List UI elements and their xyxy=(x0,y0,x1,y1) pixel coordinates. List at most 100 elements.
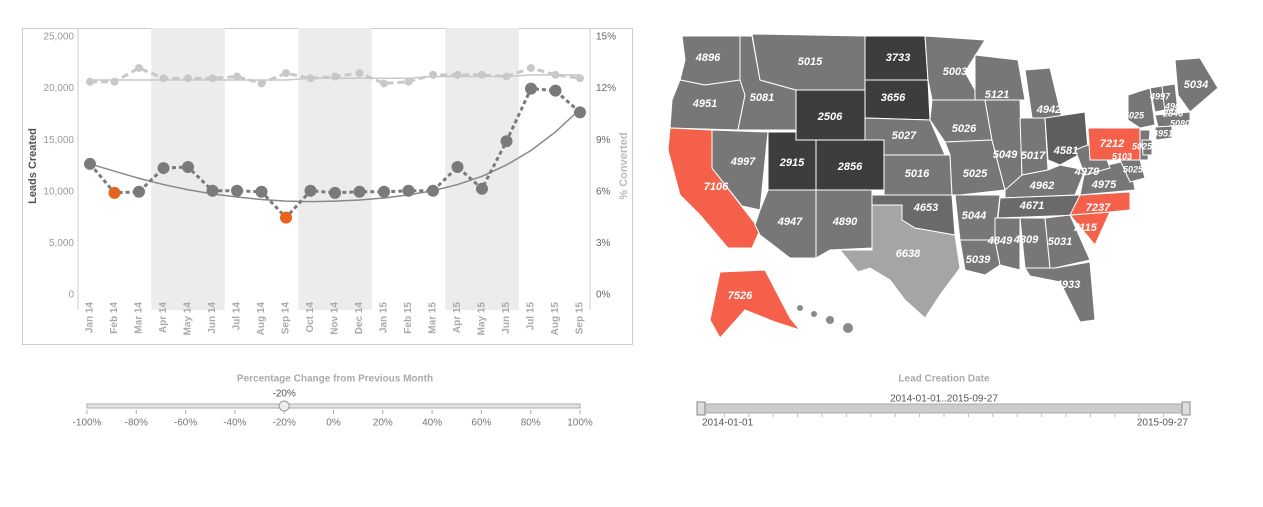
data-point xyxy=(233,72,241,81)
data-point xyxy=(404,77,413,86)
state-value: 4951 xyxy=(1152,128,1173,138)
state-value: 2846 xyxy=(1162,108,1184,118)
state-value: 2506 xyxy=(817,111,843,123)
hawaii xyxy=(797,305,853,333)
data-point xyxy=(500,135,513,148)
y-tick-label: 15,000 xyxy=(43,135,74,146)
state-value: 4997 xyxy=(730,156,756,168)
state[interactable] xyxy=(1019,117,1049,176)
y2-tick-label: 0% xyxy=(596,290,611,301)
data-point xyxy=(280,211,292,224)
data-point xyxy=(206,184,219,197)
state[interactable] xyxy=(929,99,993,143)
state[interactable] xyxy=(1127,87,1156,129)
x-tick-label: Mar 14 xyxy=(134,302,145,334)
x-tick-label: Feb 14 xyxy=(109,302,120,334)
state-value: 5016 xyxy=(905,168,930,180)
state-value: 4951 xyxy=(692,98,717,110)
data-point xyxy=(355,69,364,78)
data-point xyxy=(304,184,317,197)
state-value: 5025 xyxy=(1124,110,1145,120)
x-tick-label: Nov 14 xyxy=(330,302,341,335)
date-slider-handle[interactable] xyxy=(1181,401,1191,416)
slider-tick-label: 80% xyxy=(521,418,541,429)
x-tick-label: Oct 14 xyxy=(305,302,316,333)
state-value: 7212 xyxy=(1100,138,1124,150)
data-point xyxy=(429,70,437,79)
data-point xyxy=(453,70,462,79)
slider-tick-label: 20% xyxy=(373,418,393,429)
slider-track[interactable] xyxy=(86,403,581,409)
state-value: 4890 xyxy=(832,216,858,228)
slider-tick-label: -60% xyxy=(174,418,197,429)
state-value: 5103 xyxy=(1112,151,1132,161)
x-tick-label: Jan 15 xyxy=(379,302,390,334)
state-value: 5025 xyxy=(1132,141,1153,151)
state-value: 4581 xyxy=(1053,145,1078,157)
slider-tick-label: -20% xyxy=(273,418,296,429)
state[interactable] xyxy=(1154,111,1191,128)
data-point xyxy=(527,63,535,72)
data-point xyxy=(282,69,290,78)
state-value: 4671 xyxy=(1019,200,1044,212)
y2-axis-title: % Converted xyxy=(618,132,630,199)
slider-thumb[interactable] xyxy=(278,400,290,412)
data-point xyxy=(182,161,194,174)
state-value: 5044 xyxy=(962,210,986,222)
state-value: 5049 xyxy=(993,149,1018,161)
state-value: 4849 xyxy=(987,235,1013,247)
data-point xyxy=(451,161,464,174)
y2-tick-label: 6% xyxy=(596,186,611,197)
data-point xyxy=(255,185,268,198)
x-tick-label: May 14 xyxy=(183,302,194,336)
state-value: 4942 xyxy=(1036,104,1061,116)
state[interactable] xyxy=(1141,139,1153,156)
data-point xyxy=(86,77,94,86)
state-value: 5025 xyxy=(963,168,988,180)
state[interactable] xyxy=(974,54,1026,101)
x-tick-label: Feb 15 xyxy=(403,302,414,334)
y2-tick-label: 15% xyxy=(596,32,616,43)
x-tick-label: Sep 15 xyxy=(575,302,586,335)
date-slider-track[interactable] xyxy=(699,403,1189,414)
state[interactable] xyxy=(959,239,1001,276)
date-slider-handle[interactable] xyxy=(696,401,706,416)
date-range-label: 2014-01-01..2015-09-27 xyxy=(890,394,998,405)
x-tick-label: Jan 14 xyxy=(85,302,96,334)
data-point xyxy=(525,82,537,95)
y2-tick-label: 9% xyxy=(596,135,611,146)
state-value: 3656 xyxy=(881,92,906,104)
state[interactable] xyxy=(711,129,769,211)
state[interactable] xyxy=(1119,159,1146,183)
state-value: 5034 xyxy=(1184,79,1208,91)
x-tick-label: Jul 15 xyxy=(526,302,537,331)
state[interactable] xyxy=(815,189,873,259)
data-point xyxy=(208,74,217,83)
y-axis-title: Leads Created xyxy=(27,128,39,204)
state[interactable] xyxy=(1024,261,1096,323)
state[interactable] xyxy=(1174,57,1219,113)
series-line xyxy=(89,108,581,203)
data-point xyxy=(133,185,145,198)
state-value: 5080 xyxy=(1170,118,1190,128)
y-tick-label: 25,000 xyxy=(43,32,74,43)
state-value: 5003 xyxy=(943,66,967,78)
state-value: 5027 xyxy=(892,130,917,142)
slider-tick-label: 40% xyxy=(422,418,442,429)
slider-tick-label: -80% xyxy=(125,418,148,429)
state[interactable] xyxy=(1154,125,1173,141)
state[interactable] xyxy=(994,217,1021,271)
state[interactable] xyxy=(1069,191,1131,216)
data-point xyxy=(574,106,586,119)
state[interactable] xyxy=(838,204,961,319)
state-value: 5026 xyxy=(952,123,977,135)
date-end-label: 2015-09-27 xyxy=(1137,418,1189,429)
state-value: 7106 xyxy=(704,181,729,193)
state[interactable] xyxy=(709,269,802,339)
y-tick-label: 0 xyxy=(68,290,74,301)
data-point xyxy=(476,182,488,195)
y2-tick-label: 3% xyxy=(596,238,611,249)
data-point xyxy=(84,157,96,170)
state[interactable] xyxy=(1044,214,1091,269)
state-value: 4933 xyxy=(1055,279,1080,291)
